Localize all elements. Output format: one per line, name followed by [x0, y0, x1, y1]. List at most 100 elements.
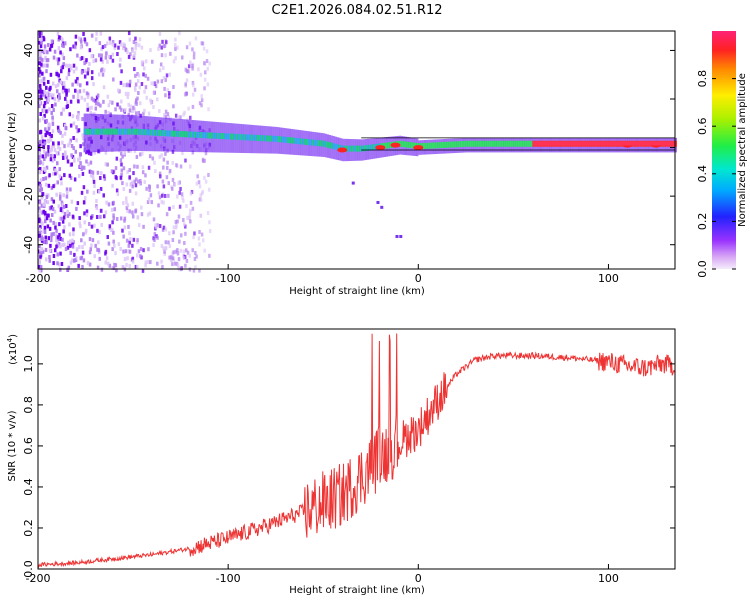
spectrogram-cell [178, 190, 181, 195]
spectrogram-cell [94, 37, 98, 42]
spectrogram-cell [41, 154, 45, 159]
spectrogram-cell [151, 59, 154, 64]
spectrogram-cell [74, 34, 78, 39]
spectrogram-cell [161, 39, 164, 44]
spectrogram-cell [427, 142, 430, 149]
spectrogram-cell [185, 258, 189, 263]
spectrogram-cell [204, 179, 208, 184]
spectrogram-cell [71, 114, 75, 119]
spectrogram-cell [106, 162, 109, 167]
spectrogram-cell [119, 158, 123, 163]
spectrogram-cell [111, 220, 114, 225]
spectrogram-cell [292, 137, 295, 144]
spectrogram-cell [460, 141, 463, 148]
spectrogram-cell [112, 128, 115, 135]
spectrogram-cell [113, 46, 117, 51]
spectrogram-cell [48, 47, 52, 52]
spectrogram-cell [107, 54, 111, 59]
spectrogram-cell [83, 241, 86, 246]
spectrogram-cell [306, 139, 309, 146]
spectrogram-cell [82, 185, 86, 190]
spectrogram-cell [132, 39, 136, 44]
spectrogram-cell [51, 129, 55, 134]
spectrogram-cell [158, 171, 162, 176]
spectrogram-cell [205, 49, 209, 54]
colorbar-tick-label: 0.2 [696, 213, 709, 231]
spectrogram-cell [146, 129, 149, 136]
spectrogram-cell [100, 267, 104, 272]
spectrogram-cell [48, 255, 51, 260]
spectrogram-cell [43, 48, 47, 53]
spectrogram-cell [511, 140, 514, 147]
spectrogram-cell [42, 149, 46, 154]
spectrogram-cell [76, 76, 79, 81]
spectrogram-cell [41, 92, 45, 97]
spectrogram-cell [172, 104, 175, 109]
spectrogram-cell [187, 215, 191, 220]
spectrogram-cell [174, 47, 177, 52]
spectrogram-cell [68, 222, 71, 227]
spectrogram-cell [119, 80, 123, 85]
colorbar-gradient [712, 31, 736, 269]
spectrogram-cell [304, 138, 307, 145]
spectrogram-cell [179, 233, 183, 238]
spectrogram-cell [206, 82, 210, 87]
spectrogram-cell [72, 63, 76, 68]
spectrogram-cell [288, 137, 291, 144]
spectrogram-cell [64, 63, 68, 68]
spectrogram-cell [192, 51, 196, 56]
spectrogram-cell [452, 141, 455, 148]
spectrogram-cell [53, 209, 57, 214]
spectrogram-cell [41, 139, 45, 144]
spectrogram-cell [45, 58, 49, 63]
spectrogram-cell [50, 43, 54, 48]
spectrogram-cell [164, 240, 168, 245]
spectrogram-cell [226, 133, 229, 140]
spectrogram-cell [287, 137, 290, 144]
spectrogram-cell [66, 159, 70, 164]
spectrogram-cell [131, 201, 135, 206]
spectrogram-cell [201, 41, 205, 46]
spectrogram-cell [182, 222, 186, 227]
spectrogram-cell [129, 52, 132, 57]
spectrogram-cell [96, 128, 99, 135]
spectrogram-cell [167, 130, 170, 137]
spectrogram-cell [347, 145, 350, 152]
spectrogram-cell [47, 236, 51, 241]
spectrogram-cell [477, 140, 480, 147]
spectrogram-cell [63, 144, 66, 149]
spectrogram-cell [195, 181, 199, 186]
spectrogram-cell [353, 145, 356, 152]
spectrogram-cell [179, 115, 182, 120]
spectrogram-cell [128, 79, 132, 84]
spectrogram-cell [38, 217, 41, 222]
spectrogram-cell [315, 139, 318, 146]
spectrogram-cell [193, 87, 197, 92]
spectrogram-cell [39, 56, 42, 61]
spectrogram-cell [139, 181, 142, 186]
spectrogram-cell [111, 100, 114, 105]
spectrogram-cell [139, 152, 142, 157]
spectrogram-cell [56, 31, 60, 36]
spectrogram-cell [131, 49, 134, 54]
spectrogram-cell [42, 229, 45, 234]
spectrogram-cell [38, 100, 42, 105]
spectrogram-cell [82, 88, 86, 93]
spectrogram-cell [122, 42, 126, 47]
spectrogram-cell [135, 177, 138, 182]
spectrogram-cell [191, 92, 195, 97]
spectrogram-cell [56, 61, 60, 66]
spectrogram-cell [117, 88, 120, 93]
spectrogram-cell [133, 67, 136, 72]
spectrogram-cell [59, 194, 62, 199]
spectrogram-x-tick-label: 0 [415, 272, 422, 285]
spectrogram-cell [59, 267, 62, 272]
spectrogram-cell [488, 140, 491, 147]
spectrogram-cell [132, 171, 135, 176]
spectrogram-cell [157, 46, 160, 51]
spectrogram-cell [49, 218, 52, 223]
spectrogram-cell [98, 128, 101, 135]
spectrogram-cell [79, 224, 82, 229]
spectrogram-cell [128, 209, 131, 214]
spectrogram-cell [481, 140, 484, 147]
